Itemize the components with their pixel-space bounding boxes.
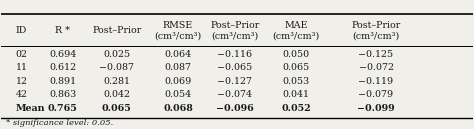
Text: Post–Prior
(cm³/cm³): Post–Prior (cm³/cm³) [351,21,401,40]
Text: 0.863: 0.863 [49,90,76,99]
Text: ID: ID [16,26,27,35]
Text: R *: R * [55,26,70,35]
Text: Post–Prior: Post–Prior [92,26,141,35]
Text: −0.119: −0.119 [358,77,393,86]
Text: 0.068: 0.068 [163,104,193,113]
Text: 0.087: 0.087 [164,63,191,72]
Text: 0.053: 0.053 [283,77,310,86]
Text: 0.052: 0.052 [281,104,311,113]
Text: 0.765: 0.765 [48,104,78,113]
Text: −0.065: −0.065 [217,63,252,72]
Text: MAE
(cm³/cm³): MAE (cm³/cm³) [272,21,319,40]
Text: 0.069: 0.069 [164,77,191,86]
Text: −0.074: −0.074 [217,90,252,99]
Text: 11: 11 [16,63,27,72]
Text: 02: 02 [16,50,27,59]
Text: 0.891: 0.891 [49,77,76,86]
Text: −0.116: −0.116 [217,50,252,59]
Text: Mean: Mean [16,104,45,113]
Text: 0.054: 0.054 [164,90,191,99]
Text: −0.125: −0.125 [358,50,393,59]
Text: 0.041: 0.041 [283,90,310,99]
Text: 0.064: 0.064 [164,50,191,59]
Text: 0.050: 0.050 [283,50,310,59]
Text: −0.072: −0.072 [358,63,393,72]
Text: −0.096: −0.096 [216,104,254,113]
Text: −0.087: −0.087 [100,63,134,72]
Text: −0.127: −0.127 [217,77,252,86]
Text: 42: 42 [16,90,27,99]
Text: 0.042: 0.042 [103,90,130,99]
Text: −0.079: −0.079 [358,90,393,99]
Text: * significance level: 0.05.: * significance level: 0.05. [6,119,113,127]
Text: 12: 12 [16,77,27,86]
Text: 0.025: 0.025 [103,50,130,59]
Text: 0.065: 0.065 [102,104,132,113]
Text: Post–Prior
(cm³/cm³): Post–Prior (cm³/cm³) [210,21,259,40]
Text: 0.694: 0.694 [49,50,76,59]
Text: −0.099: −0.099 [357,104,395,113]
Text: 0.065: 0.065 [283,63,310,72]
Text: 0.281: 0.281 [103,77,130,86]
Text: RMSE
(cm³/cm³): RMSE (cm³/cm³) [155,21,202,40]
Text: 0.612: 0.612 [49,63,76,72]
